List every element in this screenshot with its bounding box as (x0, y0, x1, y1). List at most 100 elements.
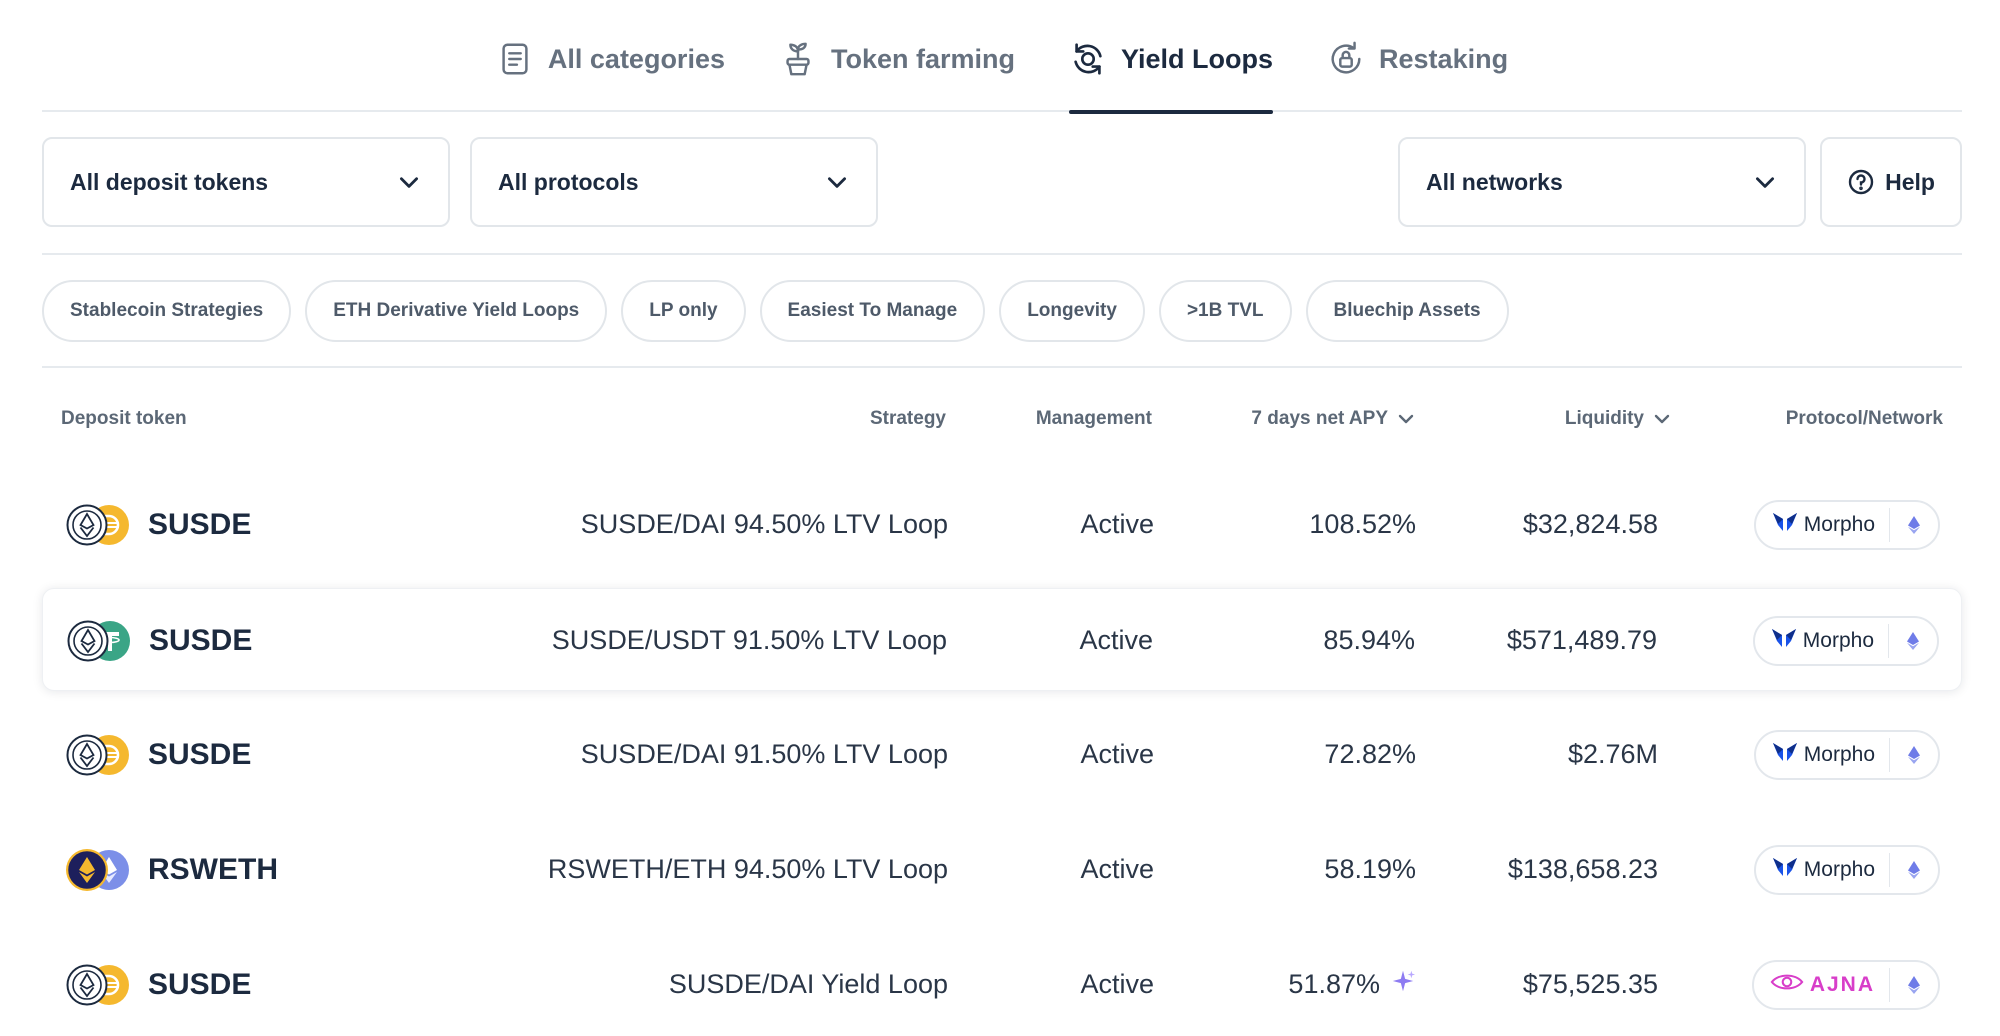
header-liquidity-label: Liquidity (1564, 408, 1644, 429)
management-cell: Active (1080, 854, 1154, 884)
apy-cell: 108.52% (1309, 473, 1416, 576)
chip-longevity[interactable]: Longevity (999, 280, 1145, 342)
document-icon (502, 43, 528, 75)
divider (42, 253, 1962, 255)
apy-cell: 72.82% (1324, 703, 1416, 806)
token-pair-icon (66, 504, 130, 546)
token-pair-icon (66, 964, 130, 1006)
select-label: All networks (1426, 168, 1563, 195)
ethereum-network-icon (1896, 967, 1932, 1003)
chip-stablecoin-strategies[interactable]: Stablecoin Strategies (42, 280, 292, 342)
chip-1b-tvl[interactable]: >1B TVL (1158, 280, 1292, 342)
protocol-network-badge[interactable]: Morpho (1753, 844, 1940, 895)
token-name: SUSDE (149, 623, 253, 657)
pill-divider (1889, 737, 1890, 772)
token-name: SUSDE (148, 737, 252, 771)
tab-restaking[interactable]: Restaking (1327, 0, 1508, 112)
pill-divider (1889, 507, 1890, 542)
apy-value: 108.52% (1309, 509, 1416, 539)
management-cell: Active (1080, 969, 1154, 999)
chevron-down-icon (400, 177, 418, 188)
morpho-logo: Morpho (1772, 856, 1875, 884)
table-row[interactable]: SUSDE SUSDE/DAI 91.50% LTV Loop Active 7… (42, 703, 1962, 806)
token-name: RSWETH (148, 852, 278, 886)
tab-all-categories[interactable]: All categories (496, 0, 725, 112)
strategy-cell: SUSDE/DAI Yield Loop (668, 969, 948, 999)
chip-bluechip-assets[interactable]: Bluechip Assets (1305, 280, 1509, 342)
help-button[interactable]: Help (1820, 137, 1962, 227)
chevron-down-icon (828, 177, 846, 188)
rsweth-token-icon (66, 848, 108, 891)
networks-select[interactable]: All networks (1398, 137, 1806, 227)
protocol-network-cell: Morpho (1752, 589, 1939, 692)
table-row[interactable]: SUSDE SUSDE/DAI 94.50% LTV Loop Active 1… (42, 473, 1962, 576)
protocol-label: Morpho (1803, 857, 1875, 881)
tab-label: Token farming (830, 43, 1016, 74)
header-management: Management (1035, 408, 1152, 429)
liquidity-cell: $75,525.35 (1522, 969, 1658, 999)
liquidity-cell: $2.76M (1567, 739, 1658, 769)
protocol-label: AJNA (1809, 972, 1875, 996)
tab-label: Restaking (1379, 43, 1509, 74)
morpho-butterfly-icon (1772, 856, 1798, 884)
lock-refresh-icon (1331, 41, 1361, 74)
quick-filter-chips: Stablecoin Strategies ETH Derivative Yie… (42, 280, 1509, 342)
token-name: SUSDE (148, 507, 252, 541)
deposit-tokens-select[interactable]: All deposit tokens (42, 137, 450, 227)
chip-eth-derivative-yield-loops[interactable]: ETH Derivative Yield Loops (305, 280, 608, 342)
token-pair-icon (67, 620, 131, 662)
table-row[interactable]: SUSDE SUSDE/DAI Yield Loop Active 51.87%… (42, 933, 1962, 1036)
tab-label: Yield Loops (1121, 43, 1274, 74)
chevron-down-icon (1756, 177, 1774, 188)
ethena-token-icon (66, 504, 108, 545)
table-header: Deposit token Strategy Management 7 days… (42, 400, 1962, 440)
ethena-token-icon (66, 734, 108, 775)
morpho-logo: Morpho (1772, 741, 1875, 769)
liquidity-cell: $138,658.23 (1507, 854, 1658, 884)
protocol-network-badge[interactable]: Morpho (1752, 615, 1939, 666)
header-liquidity[interactable]: Liquidity (1565, 408, 1672, 430)
tab-label: All categories (547, 43, 725, 74)
divider (42, 366, 1962, 368)
deposit-token-cell: SUSDE (66, 473, 251, 576)
protocol-network-cell: Morpho (1753, 818, 1940, 921)
apy-cell: 58.19% (1324, 818, 1416, 921)
table-row[interactable]: RSWETH RSWETH/ETH 94.50% LTV Loop Active… (42, 818, 1962, 921)
protocol-network-cell: AJNA (1751, 933, 1940, 1036)
header-apy[interactable]: 7 days net APY (1251, 408, 1416, 430)
strategy-cell: RSWETH/ETH 94.50% LTV Loop (547, 854, 948, 884)
liquidity-cell: $32,824.58 (1522, 509, 1658, 539)
management-cell: Active (1080, 509, 1154, 539)
tab-yield-loops[interactable]: Yield Loops (1069, 0, 1274, 114)
table-row[interactable]: SUSDE SUSDE/USDT 91.50% LTV Loop Active … (42, 588, 1962, 691)
pill-divider (1889, 852, 1890, 887)
strategy-cell: SUSDE/DAI 91.50% LTV Loop (580, 739, 948, 769)
ajna-logo: AJNA (1770, 971, 1875, 999)
chip-lp-only[interactable]: LP only (621, 280, 746, 342)
chevron-down-icon (1654, 414, 1670, 424)
morpho-butterfly-icon (1771, 627, 1797, 655)
header-deposit-token: Deposit token (61, 408, 187, 429)
ethereum-network-icon (1896, 852, 1932, 888)
plant-icon (786, 42, 810, 76)
protocol-network-badge[interactable]: Morpho (1753, 729, 1940, 780)
ethereum-network-icon (1896, 737, 1932, 773)
morpho-butterfly-icon (1772, 741, 1798, 769)
tab-token-farming[interactable]: Token farming (779, 0, 1015, 112)
ethereum-network-icon (1895, 623, 1931, 659)
token-name: SUSDE (148, 967, 252, 1001)
chip-easiest-to-manage[interactable]: Easiest To Manage (759, 280, 986, 342)
protocol-network-cell: Morpho (1753, 473, 1940, 576)
ethena-token-icon (67, 620, 109, 661)
protocol-network-badge[interactable]: AJNA (1751, 959, 1940, 1010)
morpho-logo: Morpho (1771, 627, 1874, 655)
question-circle-icon (1848, 169, 1874, 195)
help-label: Help (1885, 168, 1935, 195)
protocol-label: Morpho (1803, 512, 1875, 536)
header-apy-label: 7 days net APY (1251, 408, 1388, 429)
protocol-network-badge[interactable]: Morpho (1753, 499, 1940, 550)
strategy-cell: SUSDE/DAI 94.50% LTV Loop (580, 509, 948, 539)
token-pair-icon (66, 848, 130, 891)
protocols-select[interactable]: All protocols (470, 137, 878, 227)
deposit-token-cell: SUSDE (66, 703, 251, 806)
